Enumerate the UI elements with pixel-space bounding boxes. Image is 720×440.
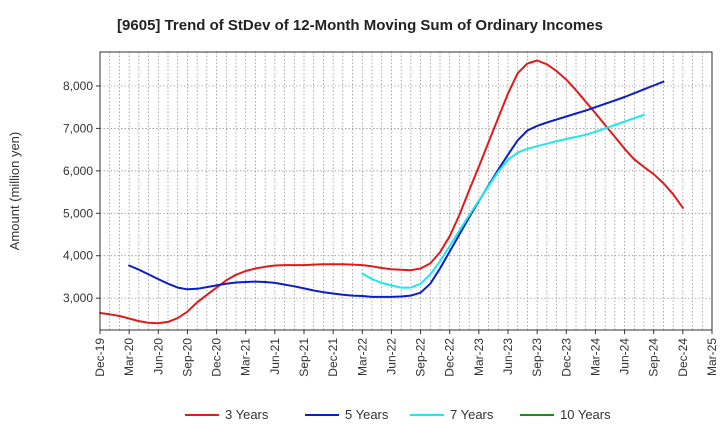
chart-title: [9605] Trend of StDev of 12-Month Moving… <box>117 17 603 34</box>
series-line-3-years <box>99 59 684 325</box>
x-tick-label: Dec-20 <box>210 338 224 377</box>
x-tick-label: Dec-24 <box>676 338 690 377</box>
x-tick-label: Mar-21 <box>239 338 253 376</box>
y-tick-label: 4,000 <box>63 249 93 263</box>
x-tick-label: Sep-23 <box>530 338 544 377</box>
y-tick-label: 8,000 <box>63 79 93 93</box>
x-tick-label: Jun-22 <box>384 338 398 375</box>
y-tick-label: 6,000 <box>63 164 93 178</box>
x-tick-label: Mar-20 <box>122 338 136 376</box>
plot-area <box>99 51 713 331</box>
y-axis-label: Amount (million yen) <box>7 132 22 251</box>
x-tick-label: Jun-24 <box>618 338 632 375</box>
x-tick-label: Sep-20 <box>180 338 194 377</box>
x-tick-label: Dec-21 <box>326 338 340 377</box>
legend: 3 Years 5 Years 7 Years 10 Years <box>185 407 611 422</box>
x-tick-label: Jun-20 <box>151 338 165 375</box>
x-tick-label: Jun-23 <box>501 338 515 375</box>
x-tick-label: Dec-22 <box>443 338 457 377</box>
y-axis-ticks: 3,000 4,000 5,000 6,000 7,000 8,000 <box>63 79 100 305</box>
x-tick-label: Mar-25 <box>705 338 719 376</box>
x-tick-label: Mar-23 <box>472 338 486 376</box>
x-tick-label: Mar-22 <box>355 338 369 376</box>
legend-label: 10 Years <box>560 407 611 422</box>
series-layer <box>99 59 684 325</box>
x-tick-label: Sep-21 <box>297 338 311 377</box>
x-axis-ticks: Dec-19 Mar-20 Jun-20 Sep-20 Dec-20 Mar-21 Jun-… <box>93 330 719 377</box>
x-tick-label: Dec-19 <box>93 338 107 377</box>
legend-label: 5 Years <box>345 407 389 422</box>
y-tick-label: 7,000 <box>63 121 93 135</box>
x-tick-label: Dec-23 <box>559 338 573 377</box>
legend-label: 7 Years <box>450 407 494 422</box>
series-line-7-years <box>361 113 645 289</box>
plot-border <box>99 51 713 331</box>
vertical-gridlines <box>109 52 703 330</box>
plot-background <box>100 52 712 330</box>
x-tick-label: Mar-24 <box>588 338 602 376</box>
y-tick-label: 3,000 <box>63 291 93 305</box>
x-tick-label: Sep-24 <box>647 338 661 377</box>
series-line-5-years <box>128 80 665 298</box>
x-tick-label: Sep-22 <box>414 338 428 377</box>
y-tick-label: 5,000 <box>63 206 93 220</box>
legend-label: 3 Years <box>225 407 269 422</box>
x-tick-label: Jun-21 <box>268 338 282 375</box>
